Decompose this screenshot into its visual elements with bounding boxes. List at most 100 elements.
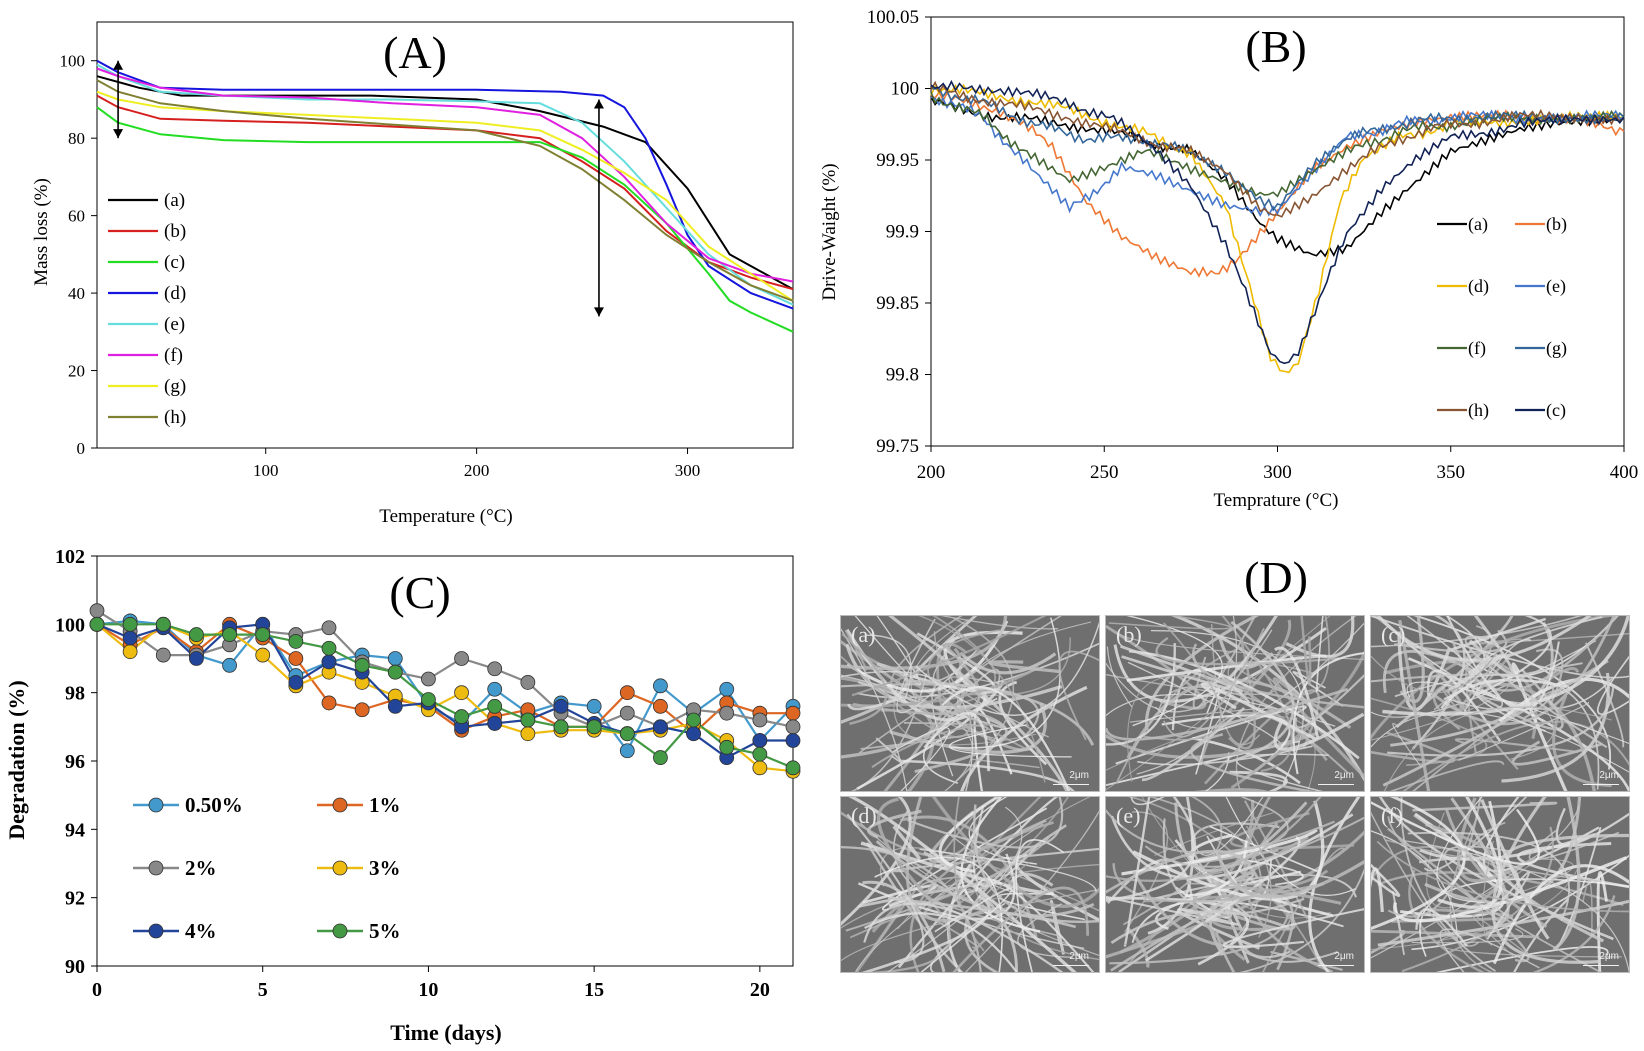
sem-fiber: [1469, 616, 1603, 732]
sem-fiber: [988, 660, 1061, 674]
sem-image-a: (a) 2μm: [840, 615, 1100, 792]
sem-fiber: [1585, 642, 1625, 748]
sem-fiber: [845, 628, 1006, 722]
sem-fiber: [1222, 908, 1364, 948]
series-line-g: [96, 90, 794, 302]
sem-fiber: [915, 621, 1099, 716]
data-point: [619, 743, 635, 759]
sem-fiber: [927, 629, 1026, 750]
sem-fiber: [876, 797, 935, 904]
legend-label: (d): [164, 283, 186, 304]
sem-fiber: [918, 616, 1046, 783]
sem-fiber: [867, 809, 922, 839]
x-tick-label: 100: [253, 461, 279, 480]
sem-fiber: [1384, 706, 1612, 791]
legend-label: (b): [164, 221, 186, 242]
sem-fiber: [1106, 687, 1349, 741]
sem-fiber: [931, 797, 1099, 908]
sem-fiber: [844, 629, 867, 671]
sem-fiber: [1437, 797, 1503, 909]
legend-label: 0.50%: [185, 793, 243, 817]
legend-label: (d): [1468, 276, 1489, 297]
sem-fiber: [1371, 801, 1541, 866]
scale-label: 2μm: [1334, 770, 1354, 781]
sem-fiber: [1513, 898, 1569, 972]
data-point: [155, 616, 171, 632]
y-tick-label: 20: [68, 362, 85, 381]
sem-fiber: [1406, 616, 1504, 710]
panel-a-y-label: Mass loss (%): [31, 178, 52, 286]
data-point: [752, 760, 768, 776]
sem-fiber: [1192, 885, 1342, 961]
sem-fiber: [846, 620, 1009, 693]
data-point: [785, 719, 801, 735]
y-tick-label: 0: [77, 439, 86, 458]
sem-fiber: [858, 881, 995, 908]
sem-fiber: [923, 851, 1018, 972]
series-line-c: [930, 79, 1625, 365]
sem-fiber-texture: [1371, 797, 1629, 972]
data-point: [387, 664, 403, 680]
legend-swatch-marker: [332, 860, 348, 876]
data-point: [785, 733, 801, 748]
sem-fiber: [1243, 797, 1334, 972]
data-point: [189, 651, 204, 666]
data-point: [321, 640, 337, 656]
sem-label: (a): [851, 622, 876, 647]
sem-fiber: [841, 628, 908, 791]
sem-fiber: [1450, 797, 1510, 926]
y-tick-label: 98: [65, 683, 85, 705]
data-point: [785, 760, 801, 776]
sem-fiber: [1136, 616, 1238, 775]
y-tick-label: 99.85: [876, 293, 919, 314]
data-point: [619, 705, 635, 721]
series-line-a: [930, 96, 1625, 258]
sem-image-c: (c) 2μm: [1370, 615, 1630, 792]
data-point: [454, 709, 469, 724]
sem-fiber: [938, 797, 1001, 873]
scale-label: 2μm: [1599, 951, 1619, 962]
sem-fiber: [1402, 720, 1629, 791]
panel-b-y-label: Drive-Waight (%): [819, 163, 840, 300]
sem-fiber: [898, 797, 1059, 969]
arrow-head-bottom: [113, 129, 124, 139]
data-point: [321, 620, 337, 636]
sem-fiber: [1122, 797, 1223, 926]
sem-fiber: [855, 823, 1044, 972]
sem-fiber-texture: [1106, 616, 1364, 791]
sem-fiber: [847, 698, 898, 711]
sem-fiber: [841, 665, 1040, 708]
sem-fiber: [1413, 814, 1533, 905]
data-point: [653, 719, 668, 735]
data-point: [653, 750, 668, 765]
sem-fiber: [841, 846, 982, 972]
sem-fiber: [841, 632, 888, 725]
data-point: [89, 603, 105, 619]
sem-fiber: [875, 840, 1095, 918]
legend-label: (b): [1546, 214, 1567, 235]
x-tick-label: 15: [584, 979, 604, 1001]
scale-bar: [1053, 965, 1089, 966]
sem-fiber-texture: [1371, 616, 1629, 791]
scale-label: 2μm: [1069, 951, 1089, 962]
series-line-f: [930, 91, 1625, 198]
sem-fiber: [952, 886, 1089, 972]
y-tick-label: 80: [68, 129, 85, 148]
y-tick-label: 100.05: [867, 7, 919, 28]
sem-fiber: [854, 616, 921, 686]
legend-swatch-marker: [148, 860, 164, 876]
sem-fiber-texture: [841, 797, 1099, 972]
sem-fiber: [1399, 616, 1425, 703]
sem-fiber: [1236, 753, 1329, 791]
sem-fiber: [1444, 808, 1548, 928]
sem-fiber: [1439, 928, 1540, 972]
sem-fiber: [1273, 712, 1364, 751]
sem-fiber: [892, 727, 950, 791]
series-line-h: [930, 80, 1625, 218]
scale-label: 2μm: [1599, 770, 1619, 781]
scale-label: 2μm: [1334, 951, 1354, 962]
sem-fiber: [1315, 616, 1324, 693]
data-point: [752, 746, 768, 762]
y-tick-label: 92: [65, 888, 85, 910]
